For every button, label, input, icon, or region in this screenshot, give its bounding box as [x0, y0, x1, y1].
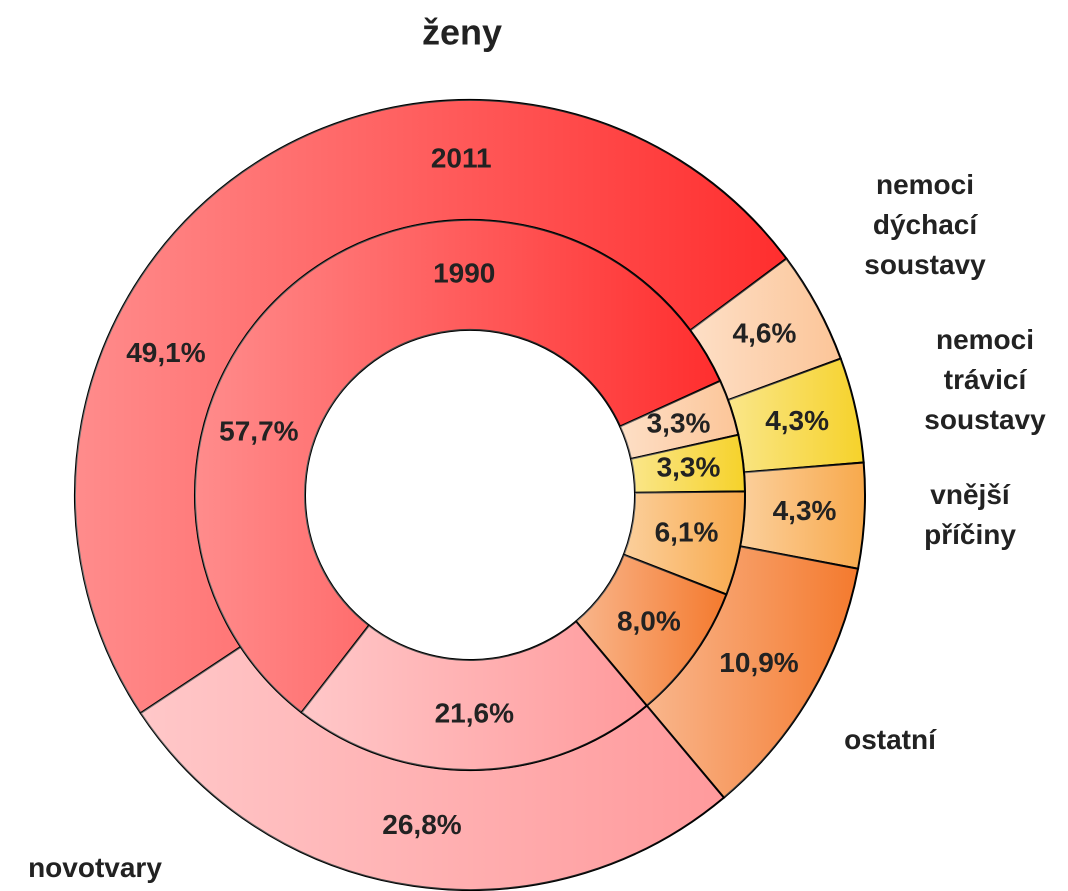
category-label: nemoci trávicí soustavy [924, 324, 1046, 435]
value-label: 4,3% [765, 405, 829, 436]
value-label: 4,6% [733, 318, 797, 349]
value-label: 8,0% [617, 605, 681, 636]
category-label: ostatní [844, 724, 936, 755]
slice-shade [75, 100, 787, 714]
value-label: 4,3% [773, 495, 837, 526]
value-label: 21,6% [435, 697, 514, 728]
category-label: nemoci dýchací soustavy [864, 169, 986, 280]
value-label: 6,1% [655, 516, 719, 547]
slice-shade [620, 380, 739, 459]
category-label: vnější příčiny [924, 479, 1016, 550]
value-label: 57,7% [219, 416, 298, 447]
slice-shade [740, 462, 865, 569]
ring-label: 2011 [431, 143, 492, 174]
category-label: novotvary [28, 852, 162, 883]
slice-shade [631, 434, 745, 493]
slice-shade [646, 546, 859, 798]
value-label: 26,8% [382, 809, 461, 840]
slice-shade [623, 491, 746, 595]
value-label: 10,9% [719, 647, 798, 678]
slice-shade [301, 621, 647, 770]
ring-label: 1990 [433, 257, 495, 288]
slice-shade [728, 358, 864, 473]
slice-shade [195, 219, 721, 713]
value-label: 3,3% [647, 407, 711, 438]
value-label: 49,1% [126, 337, 205, 368]
slice-shade [576, 554, 727, 706]
chart-title: ženy [422, 12, 502, 53]
slice-shade [690, 258, 841, 401]
value-label: 3,3% [657, 452, 721, 483]
